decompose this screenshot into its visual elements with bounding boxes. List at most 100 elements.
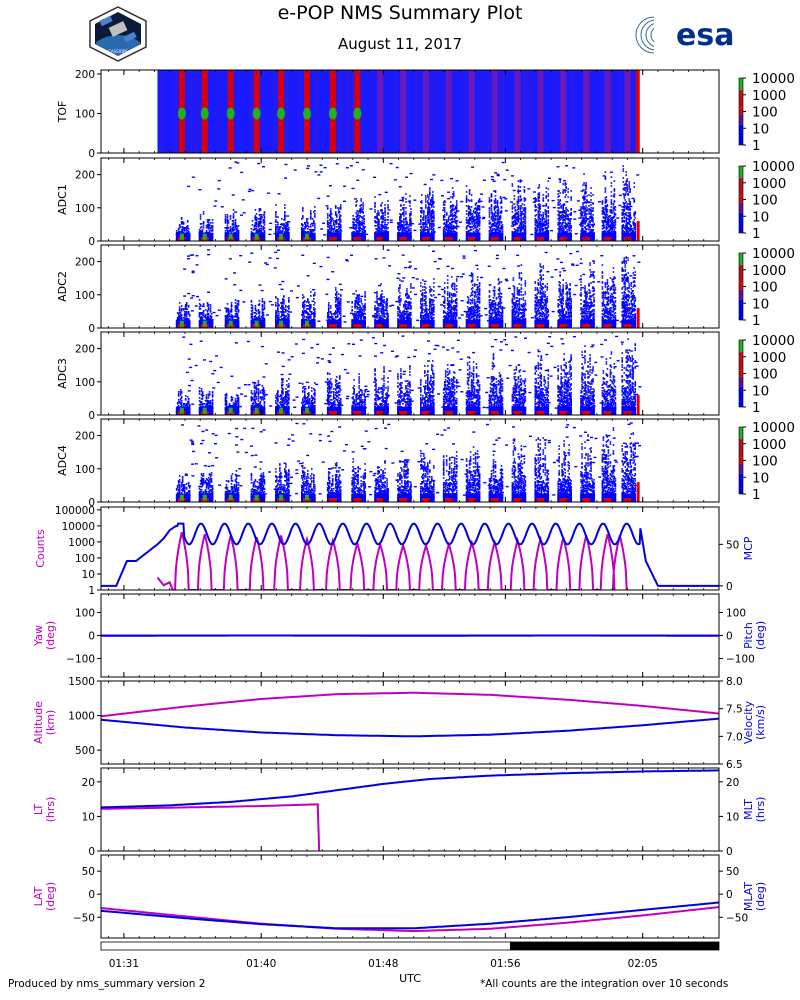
adc-speckle bbox=[403, 219, 405, 221]
adc-speckle bbox=[626, 225, 629, 227]
adc-speckle bbox=[314, 210, 316, 212]
adc-dash bbox=[509, 201, 513, 203]
adc-base bbox=[588, 232, 590, 241]
adc-speckle bbox=[512, 221, 515, 223]
adc-speckle bbox=[302, 215, 304, 217]
adc-speckle bbox=[284, 217, 286, 219]
adc-speckle bbox=[541, 225, 544, 227]
adc-speckle bbox=[259, 231, 262, 233]
adc-speckle bbox=[524, 208, 527, 210]
adc-base bbox=[623, 232, 626, 241]
adc-speckle bbox=[547, 230, 550, 232]
adc-speckle bbox=[427, 200, 429, 202]
adc-speckle bbox=[333, 224, 336, 226]
adc-speckle bbox=[546, 228, 549, 230]
adc-speckle bbox=[420, 215, 422, 217]
adc-speckle bbox=[410, 228, 412, 230]
adc-base bbox=[605, 232, 608, 241]
adc-speckle bbox=[496, 210, 499, 212]
adc-speckle bbox=[560, 229, 562, 231]
adc-speckle bbox=[584, 184, 586, 186]
adc-speckle bbox=[198, 315, 201, 317]
adc-speckle bbox=[182, 228, 185, 230]
adc-speckle bbox=[403, 209, 405, 211]
adc-speckle bbox=[404, 228, 406, 230]
adc-speckle bbox=[588, 221, 590, 223]
adc-speckle bbox=[519, 186, 522, 188]
adc-speckle bbox=[488, 220, 491, 222]
adc-speckle bbox=[558, 230, 560, 232]
adc-speckle bbox=[425, 199, 427, 201]
adc-speckle bbox=[476, 229, 479, 231]
adc-speckle bbox=[516, 223, 519, 225]
adc-speckle bbox=[517, 221, 520, 223]
adc-speckle bbox=[431, 229, 433, 231]
tof-stripe bbox=[433, 70, 435, 153]
adc-speckle bbox=[207, 222, 210, 224]
adc-speckle bbox=[613, 225, 616, 227]
adc-speckle bbox=[400, 221, 402, 223]
adc-speckle bbox=[545, 227, 548, 229]
adc-base bbox=[633, 232, 636, 241]
adc-speckle bbox=[569, 227, 571, 229]
adc-speckle bbox=[537, 210, 540, 212]
adc-speckle bbox=[211, 225, 214, 227]
adc-speckle bbox=[455, 202, 458, 204]
adc-speckle bbox=[260, 230, 263, 232]
adc-speckle bbox=[377, 227, 379, 229]
adc-speckle bbox=[488, 212, 491, 214]
adc-speckle bbox=[359, 209, 361, 211]
adc-speckle bbox=[626, 189, 629, 191]
adc-speckle bbox=[327, 229, 330, 231]
adc-speckle bbox=[534, 204, 537, 206]
adc-speckle bbox=[301, 223, 303, 225]
adc-speckle bbox=[202, 223, 205, 225]
adc-speckle bbox=[494, 195, 497, 197]
adc-speckle bbox=[363, 218, 365, 220]
adc-speckle bbox=[561, 222, 563, 224]
adc-speckle bbox=[357, 219, 359, 221]
tof-sweep-column bbox=[423, 70, 430, 153]
adc-speckle bbox=[405, 218, 407, 220]
adc-speckle bbox=[626, 230, 629, 232]
adc-speckle bbox=[429, 191, 431, 193]
adc-speckle bbox=[514, 209, 517, 211]
adc-speckle bbox=[403, 230, 405, 232]
adc-speckle bbox=[211, 227, 214, 229]
adc-speckle bbox=[429, 189, 431, 191]
adc-dash bbox=[365, 233, 369, 236]
adc-dash bbox=[342, 200, 346, 202]
adc-speckle bbox=[380, 229, 382, 231]
adc-speckle bbox=[387, 231, 389, 233]
adc-speckle bbox=[633, 215, 636, 217]
adc-speckle bbox=[625, 230, 628, 232]
adc-speckle bbox=[378, 214, 380, 216]
adc-speckle bbox=[428, 230, 430, 232]
adc-speckle bbox=[477, 223, 480, 225]
adc-dash bbox=[430, 178, 434, 181]
adc-base bbox=[540, 232, 543, 241]
adc-speckle bbox=[476, 225, 479, 227]
adc-speckle bbox=[379, 229, 381, 231]
adc-speckle bbox=[475, 229, 478, 231]
adc-speckle bbox=[558, 214, 560, 216]
adc-base bbox=[568, 232, 570, 241]
adc-speckle bbox=[226, 221, 229, 223]
adc-speckle bbox=[305, 226, 307, 228]
adc-speckle bbox=[472, 218, 475, 220]
adc-speckle bbox=[534, 218, 537, 220]
adc-speckle bbox=[405, 198, 407, 200]
adc-speckle bbox=[519, 228, 522, 230]
adc-speckle bbox=[313, 222, 315, 224]
adc-speckle bbox=[406, 226, 408, 228]
adc-speckle bbox=[359, 215, 361, 217]
adc-speckle bbox=[562, 192, 564, 194]
adc-speckle bbox=[421, 227, 423, 229]
adc-speckle bbox=[558, 215, 560, 217]
adc-speckle bbox=[562, 214, 564, 216]
adc-dash bbox=[565, 223, 569, 226]
adc-speckle bbox=[523, 219, 526, 221]
adc-speckle bbox=[378, 221, 380, 223]
adc-speckle bbox=[301, 218, 303, 220]
adc-speckle bbox=[495, 229, 498, 231]
